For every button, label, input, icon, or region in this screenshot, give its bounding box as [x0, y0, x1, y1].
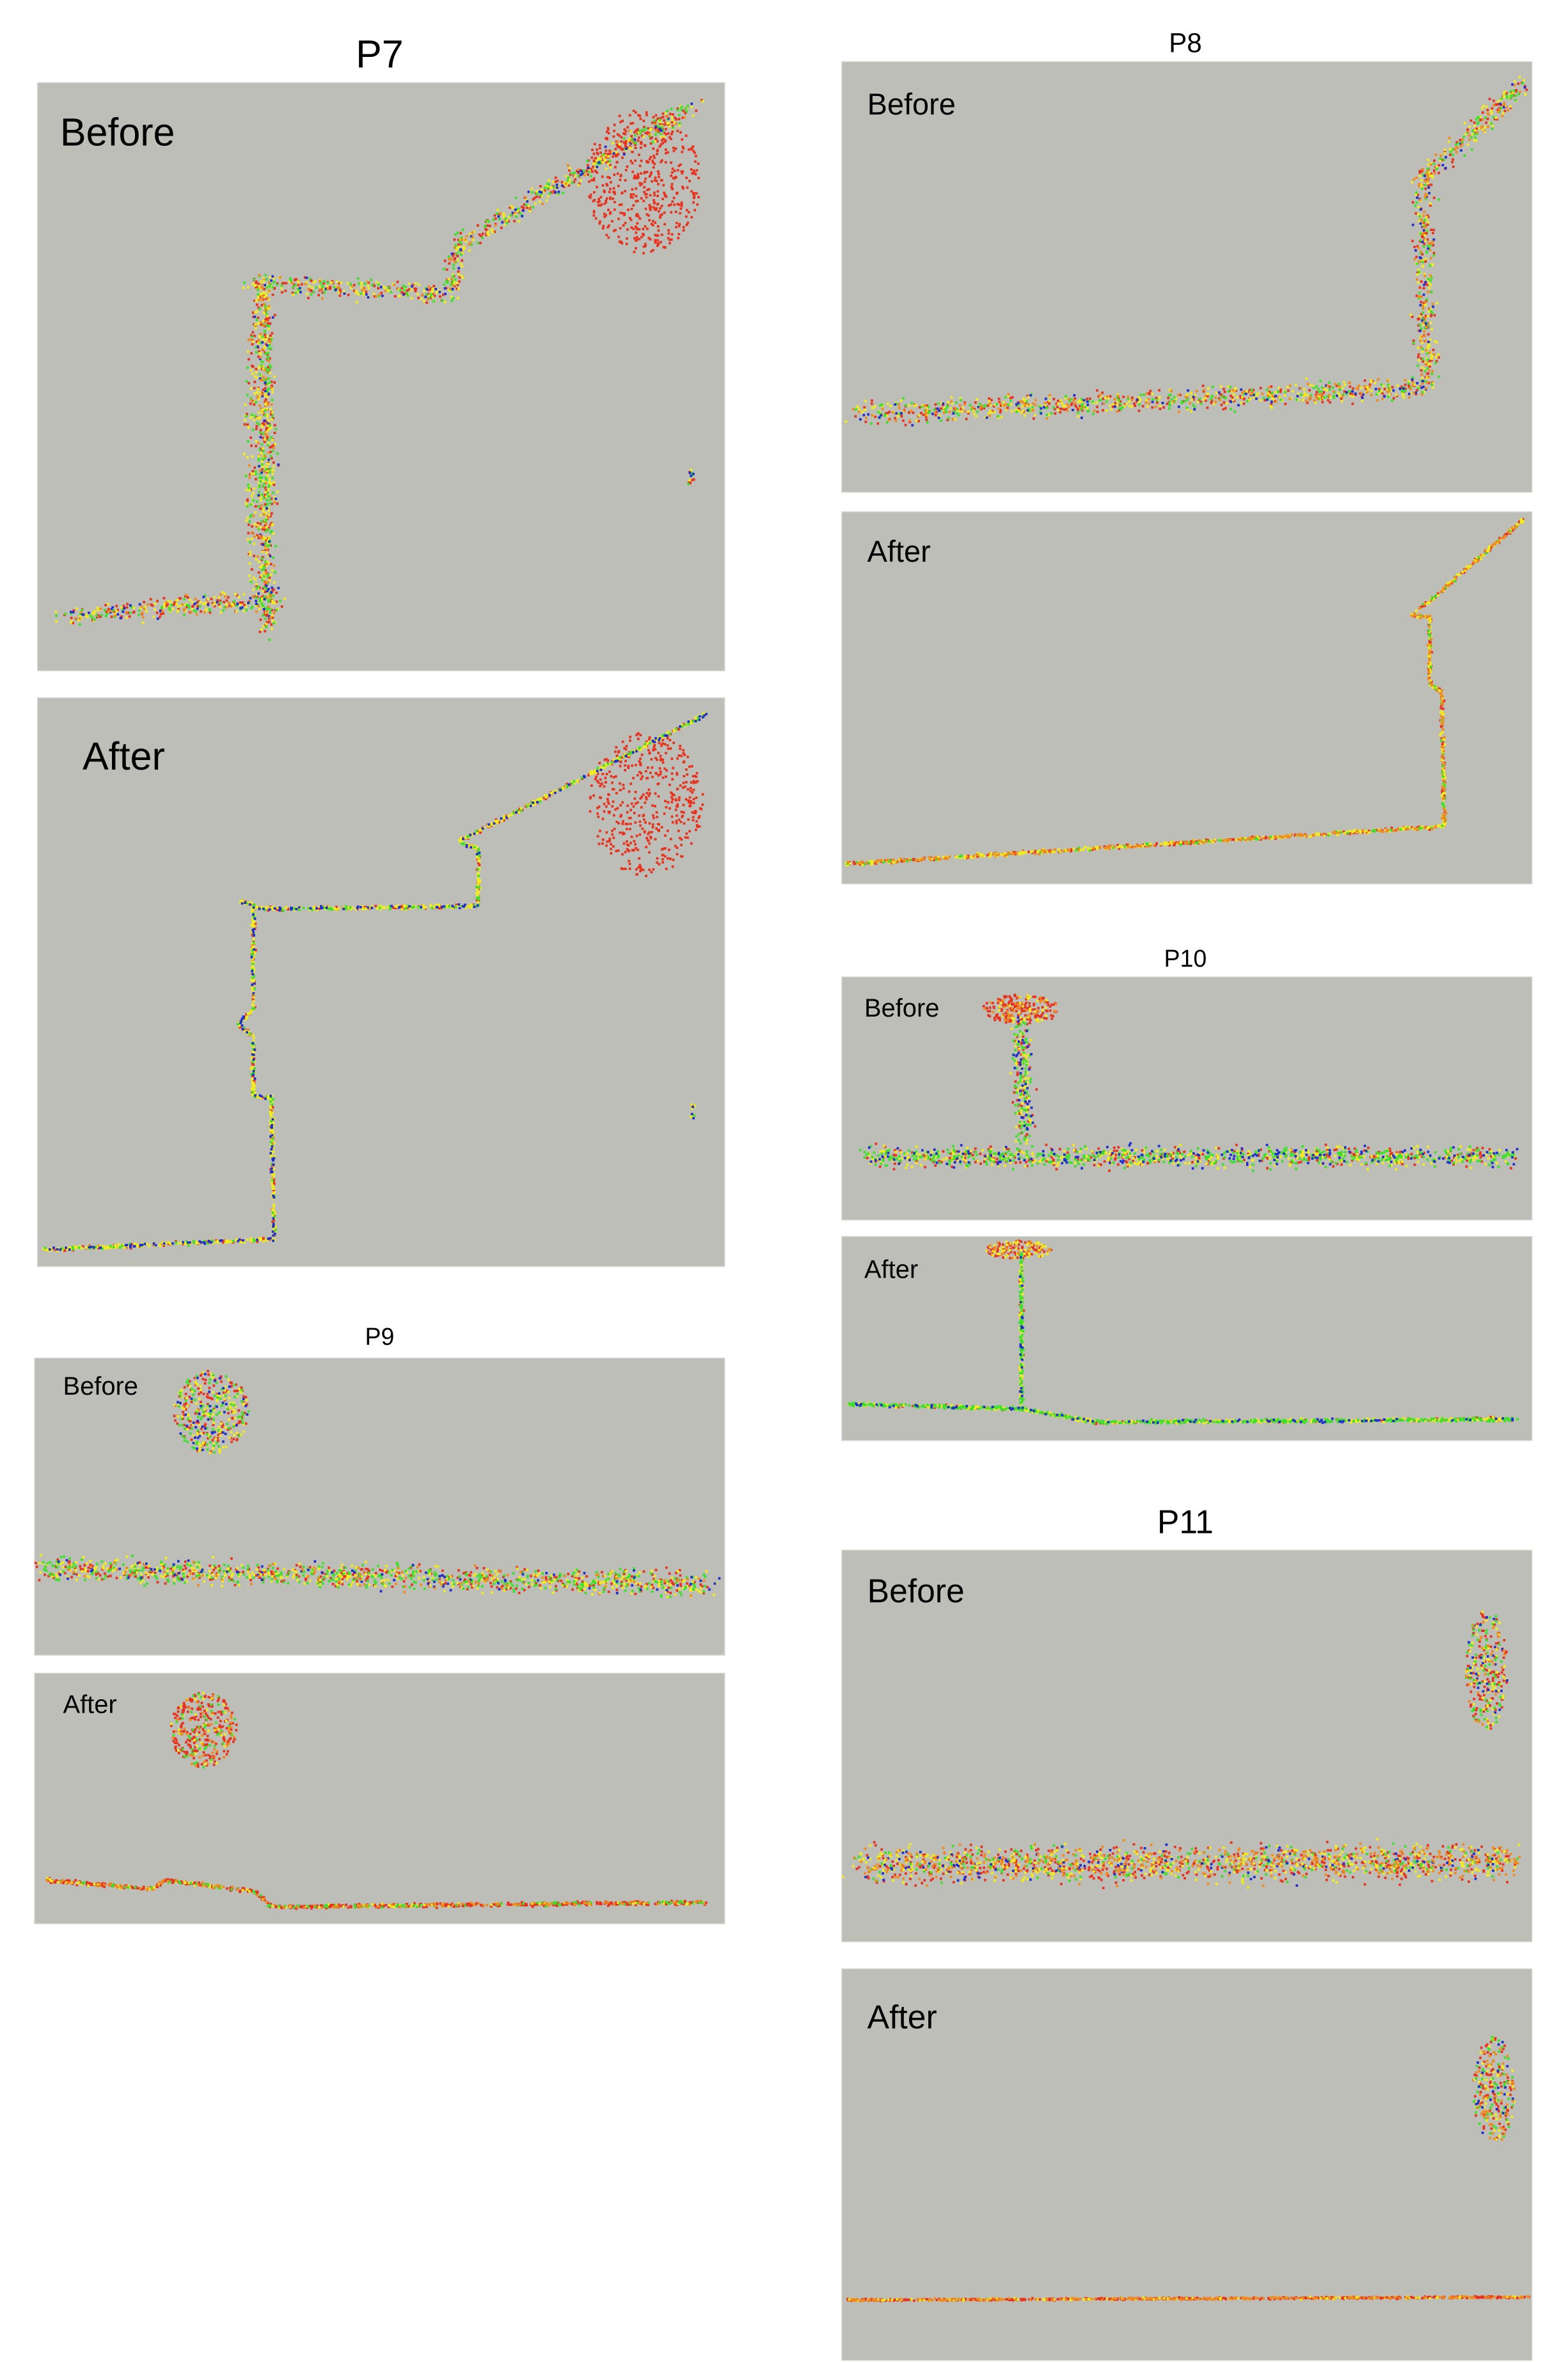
panel-title: P7 — [356, 32, 404, 75]
view-label: After — [63, 1690, 117, 1718]
view-label: Before — [864, 994, 939, 1022]
panel-title: P8 — [1169, 28, 1202, 58]
panel-title: P11 — [1157, 1503, 1214, 1541]
view-after — [36, 697, 725, 1267]
view-label: After — [867, 535, 931, 568]
view-before — [34, 1358, 725, 1656]
point-cloud — [59, 1693, 704, 1909]
point-cloud — [988, 1240, 1051, 1260]
view-label: Before — [867, 88, 956, 121]
panel-title: P9 — [365, 1323, 394, 1350]
view-after — [34, 1672, 725, 1924]
point-cloud — [1475, 2041, 1514, 2134]
view-label: Before — [63, 1372, 138, 1400]
view-label: After — [867, 1999, 937, 2036]
view-label: After — [83, 734, 165, 778]
view-before — [841, 976, 1533, 1221]
view-label: Before — [60, 110, 175, 154]
view-label: After — [864, 1255, 918, 1283]
view-after — [841, 1236, 1533, 1441]
point-cloud — [848, 1252, 1519, 1425]
view-after — [841, 511, 1533, 885]
point-cloud — [866, 994, 1516, 1171]
view-before — [36, 82, 725, 672]
view-before — [841, 61, 1533, 493]
view-after — [841, 1968, 1533, 2361]
panel-title: P10 — [1164, 945, 1207, 972]
view-label: Before — [867, 1573, 965, 1610]
point-cloud — [867, 1016, 1519, 1170]
